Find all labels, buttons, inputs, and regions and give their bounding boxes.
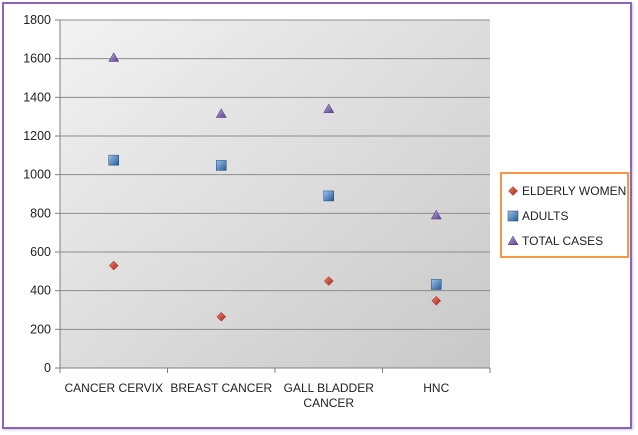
legend-label: TOTAL CASES	[522, 234, 603, 248]
y-tick-labels: 0 200 400 600 800 1000 1200 1400 1600 1800	[23, 13, 51, 375]
x-tick-label-line: BREAST CANCER	[170, 381, 272, 395]
total-cases-point	[108, 52, 120, 62]
x-tick-label: GALL BLADDER CANCER	[284, 381, 375, 410]
y-tick-label: 400	[30, 284, 51, 298]
total-cases-point	[430, 209, 442, 220]
plot-area	[60, 20, 490, 368]
y-tick-label: 1200	[23, 129, 51, 143]
total-cases-point	[215, 108, 227, 118]
elderly-women-point	[323, 276, 334, 286]
adults-point	[108, 154, 119, 166]
x-tick-label-line: HNC	[423, 381, 449, 395]
x-tick-label-line: CANCER	[303, 396, 354, 410]
elderly-women-point	[216, 311, 227, 322]
adults-point	[216, 160, 227, 171]
legend-marker-adults	[507, 210, 519, 222]
y-tick-label: 1800	[23, 13, 51, 27]
y-tick-label: 1600	[23, 52, 51, 66]
x-tick-label-line: GALL BLADDER	[284, 381, 375, 395]
y-tick-label: 600	[30, 245, 51, 259]
axes	[55, 19, 491, 373]
elderly-women-point	[431, 295, 442, 306]
x-tick-label: BREAST CANCER	[170, 381, 272, 395]
adults-point	[323, 190, 334, 202]
elderly-women-point	[108, 260, 119, 271]
legend: ELDERLY WOMEN ADULTS TOTAL CASES	[500, 172, 629, 258]
legend-box	[500, 172, 629, 258]
x-tick-label-line: CANCER CERVIX	[65, 381, 163, 395]
legend-marker-total-cases	[507, 235, 519, 245]
legend-label: ADULTS	[522, 209, 568, 223]
y-tick-label: 200	[30, 322, 51, 336]
y-tick-label: 0	[44, 361, 51, 375]
data-points	[108, 52, 442, 322]
legend-label: ELDERLY WOMEN	[522, 184, 626, 198]
x-tick-label: CANCER CERVIX	[65, 381, 163, 395]
x-tick-labels: CANCER CERVIX BREAST CANCER GALL BLADDER CA…	[65, 381, 450, 410]
total-cases-point	[323, 103, 335, 113]
legend-marker-elderly-women	[508, 186, 518, 196]
adults-point	[431, 279, 442, 290]
x-tick-label: HNC	[423, 381, 449, 395]
y-tick-label: 1000	[23, 168, 51, 182]
y-tick-label: 1400	[23, 90, 51, 104]
y-tick-label: 800	[30, 206, 51, 220]
